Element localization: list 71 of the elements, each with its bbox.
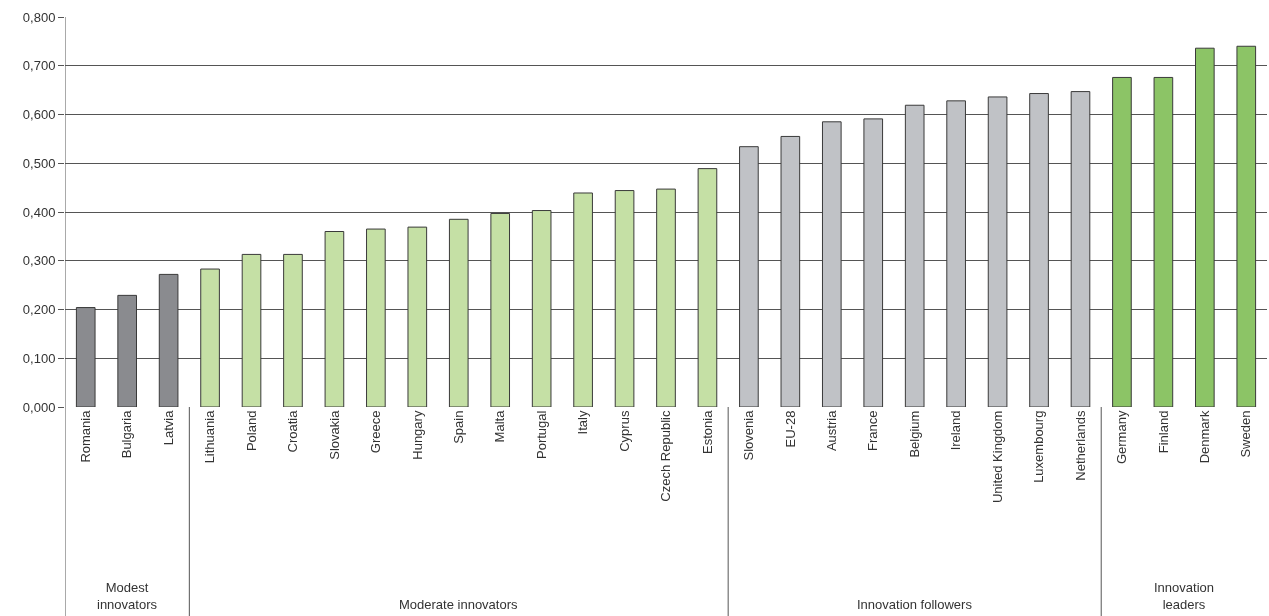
x-tick-label: Belgium [906, 410, 922, 458]
y-tick-label: 0,700 [22, 58, 56, 74]
bar [241, 253, 262, 407]
x-tick-label: Spain [450, 410, 466, 444]
bar [1153, 76, 1174, 407]
bar [1070, 91, 1091, 407]
x-tick-label: Germany [1114, 410, 1130, 465]
x-tick-label: Croatia [285, 409, 301, 453]
bar [1029, 93, 1049, 407]
x-tick-label: Luxembourg [1031, 410, 1047, 483]
bar [1112, 76, 1132, 407]
x-tick-label: Romania [77, 409, 93, 463]
bar [448, 218, 469, 407]
x-tick-label: Estonia [699, 409, 715, 454]
bar [407, 226, 428, 407]
x-tick-label: Cyprus [616, 410, 632, 452]
x-tick-label: Slovakia [326, 409, 342, 460]
x-tick-label: Poland [243, 410, 259, 452]
y-tick-label: 0,200 [22, 302, 56, 318]
x-tick-label: Sweden [1238, 410, 1254, 458]
bar [283, 253, 303, 407]
bar [863, 118, 884, 407]
bar [324, 231, 345, 407]
x-tick-label: Austria [824, 409, 840, 452]
x-tick-label: Czech Republic [658, 410, 674, 502]
bar [904, 104, 925, 407]
x-tick-label: Netherlands [1072, 410, 1088, 481]
x-tick-label: Portugal [533, 410, 549, 460]
text: Modest innovators [97, 580, 158, 612]
bar [531, 210, 552, 407]
bar [697, 168, 718, 407]
x-tick-label: Italy [575, 410, 591, 435]
y-tick-label: 0,400 [22, 204, 56, 220]
x-tick-label: France [865, 410, 881, 452]
y-tick-label: 0,600 [22, 107, 56, 123]
x-tick-label: Lithuania [202, 409, 218, 464]
x-tick-label: EU-28 [782, 410, 798, 448]
x-tick-label: Hungary [409, 410, 425, 460]
x-tick-label: Latvia [160, 409, 176, 446]
bar [573, 192, 593, 407]
bar [75, 307, 96, 407]
y-tick-label: 0,500 [22, 155, 56, 171]
bar [366, 228, 386, 407]
bar [200, 268, 220, 407]
text: Moderate innovators [399, 597, 519, 612]
bar [656, 188, 676, 407]
bar [117, 294, 137, 407]
bar [1236, 45, 1257, 407]
bar [158, 273, 179, 407]
x-tick-label: United Kingdom [989, 410, 1005, 504]
x-tick-label: Denmark [1197, 410, 1213, 464]
bar [780, 135, 801, 407]
y-tick-label: 0,100 [22, 350, 56, 366]
x-tick-label: Greece [368, 410, 384, 454]
y-tick-label: 0,000 [22, 399, 56, 415]
y-tick-label: 0,800 [22, 9, 56, 25]
text: Innovation leaders [1154, 580, 1214, 612]
bar [614, 190, 635, 407]
x-tick-label: Ireland [948, 410, 964, 451]
bar [1195, 47, 1215, 407]
bar [739, 146, 759, 407]
bar [821, 121, 842, 407]
bar [490, 212, 511, 407]
y-tick-label: 0,300 [22, 253, 56, 269]
x-tick-label: Malta [492, 409, 508, 443]
bar [946, 100, 966, 407]
bar [987, 96, 1008, 407]
x-tick-label: Slovenia [741, 409, 757, 461]
text: Innovation followers [857, 597, 973, 612]
x-tick-label: Finland [1155, 410, 1171, 454]
x-tick-label: Bulgaria [119, 409, 135, 459]
